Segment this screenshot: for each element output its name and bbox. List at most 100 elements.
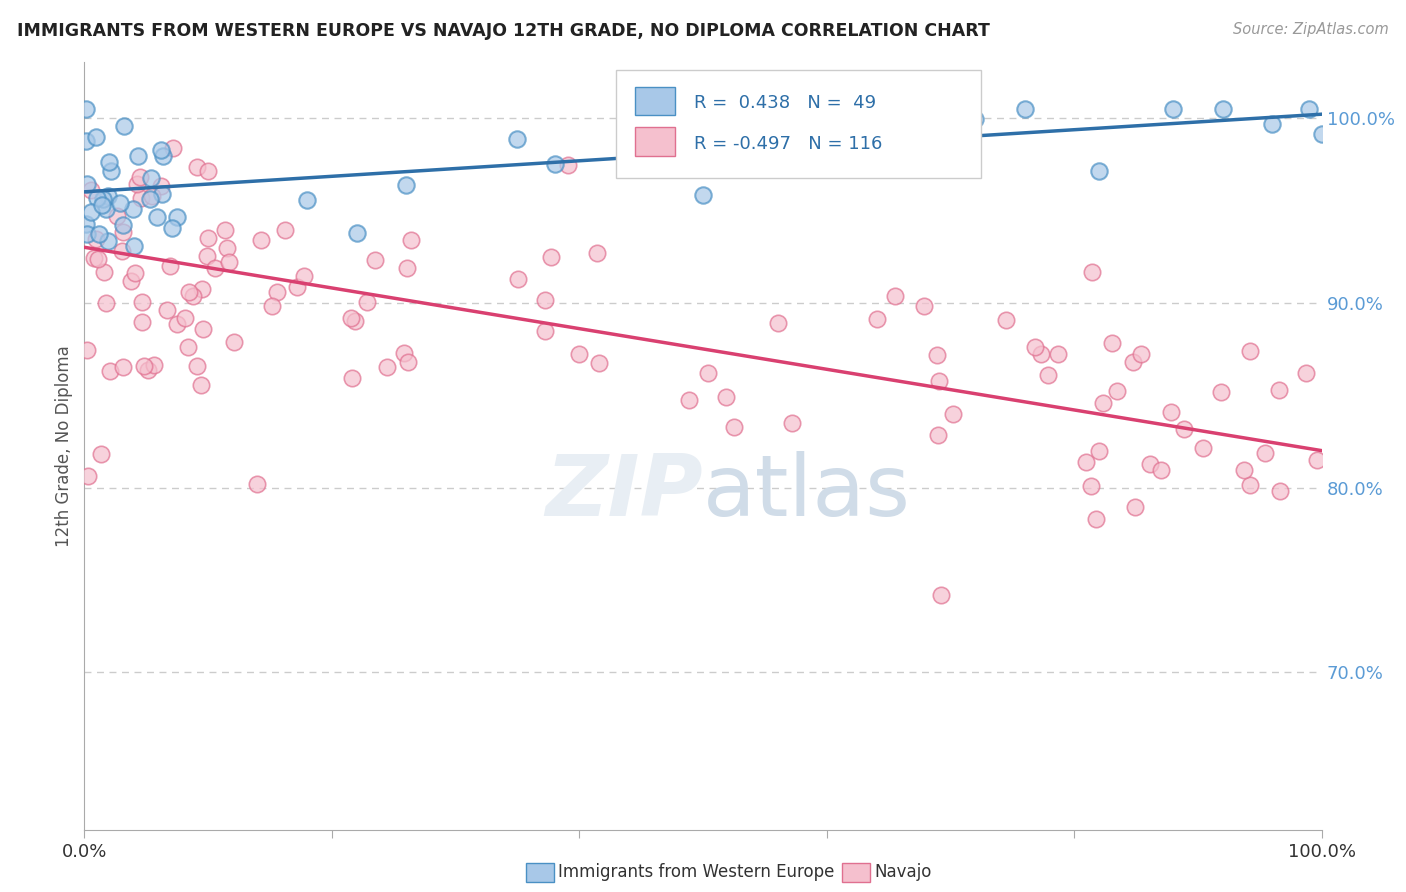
Point [98,154,121,169]
Point [543,156,565,170]
Point [568,347,591,361]
Point [534,293,557,307]
Point [1306,453,1329,467]
Point [508,272,530,286]
Point [506,131,529,145]
Point [97,189,120,203]
Point [249,233,271,247]
Point [139,192,162,206]
Point [193,321,215,335]
Point [865,312,887,326]
FancyBboxPatch shape [616,70,981,178]
Point [112,119,135,133]
Point [75,102,97,116]
Point [125,177,148,191]
Point [86,191,108,205]
Point [111,359,134,374]
Point [131,315,153,329]
Point [143,358,166,372]
Point [1024,340,1046,354]
Point [343,314,366,328]
Point [1268,484,1291,499]
Point [222,334,245,349]
Point [134,359,156,373]
Point [138,363,160,377]
Point [716,390,738,404]
Point [100,164,122,178]
Point [128,169,150,184]
Text: Immigrants from Western Europe: Immigrants from Western Europe [558,863,835,881]
Point [177,285,200,299]
Point [91,198,114,212]
Y-axis label: 12th Grade, No Diploma: 12th Grade, No Diploma [55,345,73,547]
Text: Source: ZipAtlas.com: Source: ZipAtlas.com [1233,22,1389,37]
Point [197,231,219,245]
Text: IMMIGRANTS FROM WESTERN EUROPE VS NAVAJO 12TH GRADE, NO DIPLOMA CORRELATION CHAR: IMMIGRANTS FROM WESTERN EUROPE VS NAVAJO… [17,22,990,40]
Point [1084,512,1107,526]
Point [766,102,789,116]
Point [1191,441,1213,455]
Point [1233,463,1256,477]
Point [84,232,107,246]
Point [94,202,117,217]
Point [94,296,117,310]
Point [1239,344,1261,359]
Point [215,241,238,255]
Point [928,374,950,388]
Point [84,129,107,144]
Point [1139,458,1161,472]
Point [1046,346,1069,360]
Point [995,312,1018,326]
Point [1161,102,1184,116]
Point [93,265,115,279]
Point [186,359,208,373]
Point [1212,102,1234,116]
Point [173,311,195,326]
Point [190,378,212,392]
Point [340,371,363,385]
Point [678,393,700,408]
Point [108,195,131,210]
Point [1310,127,1333,141]
Point [929,588,952,602]
Point [120,274,142,288]
Point [75,217,97,231]
Point [768,316,790,330]
Point [1295,366,1317,380]
Point [91,192,114,206]
Point [884,289,907,303]
Point [127,148,149,162]
Point [1125,500,1147,515]
Point [146,210,169,224]
FancyBboxPatch shape [636,128,675,156]
Point [149,179,172,194]
Point [97,234,120,248]
Point [1173,422,1195,436]
Point [1122,354,1144,368]
Point [214,223,236,237]
Point [141,170,163,185]
Point [617,102,640,116]
Point [1268,383,1291,397]
Point [76,177,98,191]
Point [76,343,98,357]
Point [927,348,949,362]
Point [841,120,863,135]
Text: Navajo: Navajo [875,863,932,881]
Point [197,163,219,178]
Point [780,416,803,430]
Point [697,366,720,380]
Point [1091,396,1114,410]
Point [262,299,284,313]
Point [396,355,419,369]
Point [274,223,297,237]
Point [912,299,935,313]
Point [90,447,112,461]
Point [131,191,153,205]
Point [80,204,103,219]
Point [1081,265,1104,279]
Point [914,130,936,145]
Point [191,282,214,296]
Point [111,244,134,258]
Point [166,211,188,225]
